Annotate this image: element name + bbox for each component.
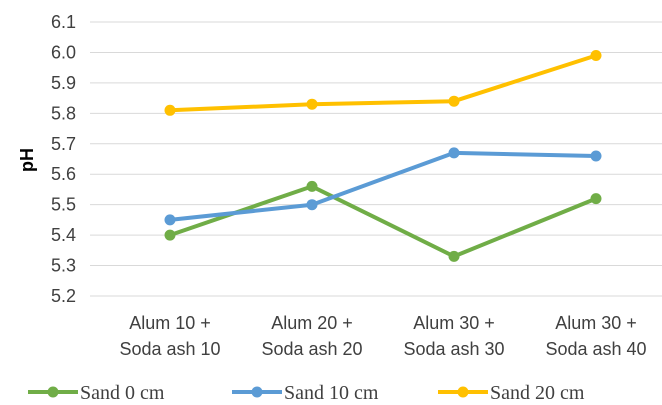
x-category-label: Alum 20 + [271,313,353,333]
x-axis-categories: Alum 10 + Soda ash 10 Alum 20 + Soda ash 20… [119,313,646,359]
legend-swatch-marker [457,386,469,398]
y-tick-label: 5.4 [51,225,76,245]
data-point [306,180,318,192]
y-axis-ticks: 5.2 5.3 5.4 5.5 5.6 5.7 5.8 5.9 6.0 6.1 [51,12,76,306]
data-point [590,150,602,162]
y-axis-label: pH [17,148,37,172]
series-1 [164,147,602,226]
x-category-label: Alum 30 + [555,313,637,333]
data-point [164,229,176,241]
data-point [590,193,602,205]
y-tick-label: 5.5 [51,195,76,215]
series-line [168,53,598,113]
legend-swatch-marker [47,386,59,398]
data-point [448,95,460,107]
x-category-label: Alum 30 + [413,313,495,333]
x-category-label: Soda ash 10 [119,339,220,359]
legend-item: Sand 0 cm [28,382,165,404]
legend-swatch-marker [251,386,263,398]
data-point [306,98,318,110]
legend: Sand 0 cm Sand 10 cm Sand 20 cm [28,382,585,404]
series-line [168,184,598,259]
legend-item: Sand 20 cm [438,382,585,404]
y-tick-label: 5.9 [51,73,76,93]
gridlines [90,21,662,297]
x-category-label: Soda ash 20 [261,339,362,359]
y-tick-label: 6.1 [51,12,76,32]
x-category-label: Alum 10 + [129,313,211,333]
series-2 [164,50,602,116]
y-tick-label: 5.7 [51,134,76,154]
y-tick-label: 5.8 [51,103,76,123]
y-tick-label: 5.3 [51,256,76,276]
x-category-label: Soda ash 40 [545,339,646,359]
data-point [590,50,602,61]
legend-label: Sand 0 cm [80,382,165,404]
legend-label: Sand 10 cm [284,382,379,404]
legend-item: Sand 10 cm [232,382,379,404]
series-line [168,150,598,222]
x-category-label: Soda ash 30 [403,339,504,359]
data-point [164,214,176,226]
y-tick-label: 5.2 [51,286,76,306]
legend-label: Sand 20 cm [490,382,585,404]
data-point [448,147,460,159]
y-tick-label: 6.0 [51,42,76,62]
data-point [448,250,460,262]
y-tick-label: 5.6 [51,164,76,184]
series-0 [164,180,602,262]
series-lines [164,50,602,262]
data-point [164,104,176,116]
data-point [306,199,318,211]
